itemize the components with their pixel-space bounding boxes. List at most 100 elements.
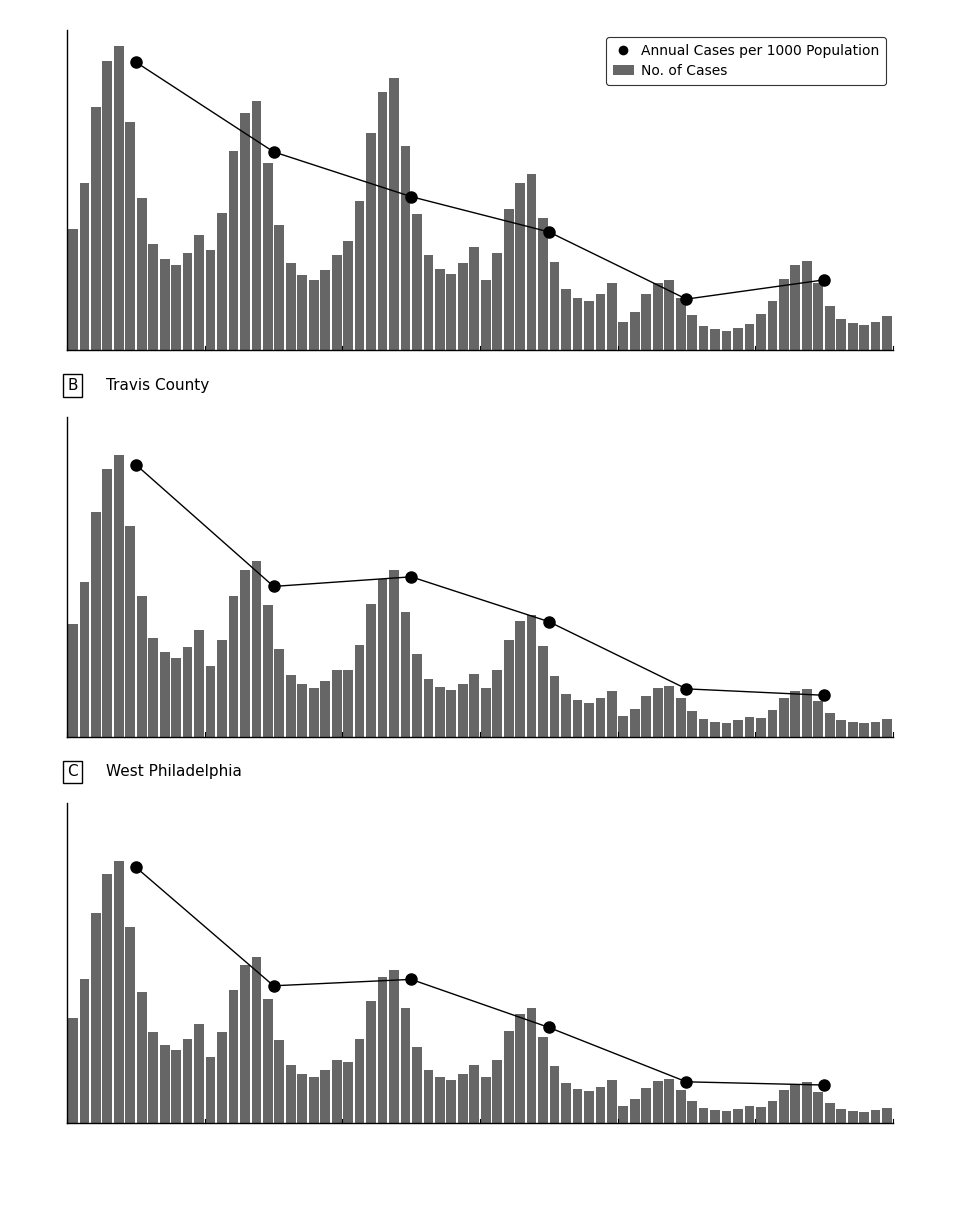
Bar (355, 645, 365, 737)
Bar (813, 1092, 823, 1123)
Bar (699, 719, 708, 737)
Bar (481, 1078, 491, 1123)
Bar (550, 676, 560, 737)
Bar (446, 690, 456, 737)
Bar (182, 1039, 192, 1123)
Bar (332, 1061, 342, 1123)
Bar (733, 327, 743, 350)
Bar (298, 275, 307, 350)
Bar (630, 312, 639, 350)
Bar (676, 1090, 685, 1123)
Bar (504, 209, 514, 350)
Bar (423, 255, 433, 350)
Bar (504, 639, 514, 737)
Bar (653, 284, 662, 350)
Bar (344, 242, 353, 350)
Bar (641, 1087, 651, 1123)
Bar (516, 1014, 525, 1123)
Bar (516, 184, 525, 350)
Bar (550, 1065, 560, 1123)
Bar (676, 698, 685, 737)
Bar (779, 1090, 789, 1123)
Bar (607, 284, 616, 350)
Bar (768, 1100, 778, 1123)
Bar (871, 1110, 880, 1123)
Bar (298, 1074, 307, 1123)
Bar (469, 1065, 479, 1123)
Bar (228, 151, 238, 350)
Bar (377, 92, 388, 350)
Bar (745, 1107, 755, 1123)
Bar (722, 1111, 732, 1123)
Bar (802, 1082, 811, 1123)
Bar (584, 301, 594, 350)
Bar (114, 861, 124, 1123)
Bar (400, 146, 410, 350)
Bar (492, 670, 502, 737)
Bar (286, 1065, 296, 1123)
Bar (159, 259, 170, 350)
Bar (275, 226, 284, 350)
Bar (366, 1000, 376, 1123)
Bar (205, 250, 215, 350)
Bar (756, 718, 766, 737)
Bar (664, 686, 674, 737)
Bar (114, 455, 124, 737)
Bar (607, 691, 616, 737)
Bar (149, 244, 158, 350)
Bar (469, 246, 479, 350)
Bar (435, 268, 444, 350)
Bar (423, 1069, 433, 1123)
Bar (344, 1062, 353, 1123)
Bar (217, 1032, 227, 1123)
Bar (481, 689, 491, 737)
Bar (882, 316, 892, 350)
Bar (539, 645, 548, 737)
Bar (389, 970, 398, 1123)
Bar (91, 511, 101, 737)
Bar (412, 654, 421, 737)
Bar (103, 62, 112, 350)
Bar (182, 646, 192, 737)
Bar (745, 718, 755, 737)
Bar (790, 691, 801, 737)
Bar (492, 254, 502, 350)
Bar (527, 615, 537, 737)
Bar (458, 684, 468, 737)
Bar (355, 201, 365, 350)
Bar (263, 163, 273, 350)
Bar (562, 289, 571, 350)
Bar (790, 1084, 801, 1123)
Bar (194, 234, 204, 350)
Bar (423, 679, 433, 737)
Bar (80, 582, 89, 737)
Bar (159, 652, 170, 737)
Bar (825, 713, 834, 737)
Bar (790, 266, 801, 350)
Bar (699, 1108, 708, 1123)
Bar (562, 695, 571, 737)
Bar (836, 720, 846, 737)
Bar (435, 1078, 444, 1123)
Bar (871, 721, 880, 737)
Text: Travis County: Travis County (106, 378, 209, 393)
Bar (91, 108, 101, 350)
Bar (607, 1080, 616, 1123)
Bar (572, 297, 583, 350)
Bar (400, 612, 410, 737)
Bar (389, 79, 398, 350)
Bar (458, 263, 468, 350)
Bar (309, 687, 319, 737)
Bar (848, 324, 857, 350)
Bar (595, 294, 605, 350)
Bar (516, 621, 525, 737)
Bar (298, 684, 307, 737)
Legend: Annual Cases per 1000 Population, No. of Cases: Annual Cases per 1000 Population, No. of… (606, 37, 886, 85)
Bar (779, 698, 789, 737)
Bar (676, 297, 685, 350)
Bar (848, 722, 857, 737)
Bar (137, 596, 147, 737)
Bar (194, 1023, 204, 1123)
Bar (802, 689, 811, 737)
Bar (710, 721, 720, 737)
